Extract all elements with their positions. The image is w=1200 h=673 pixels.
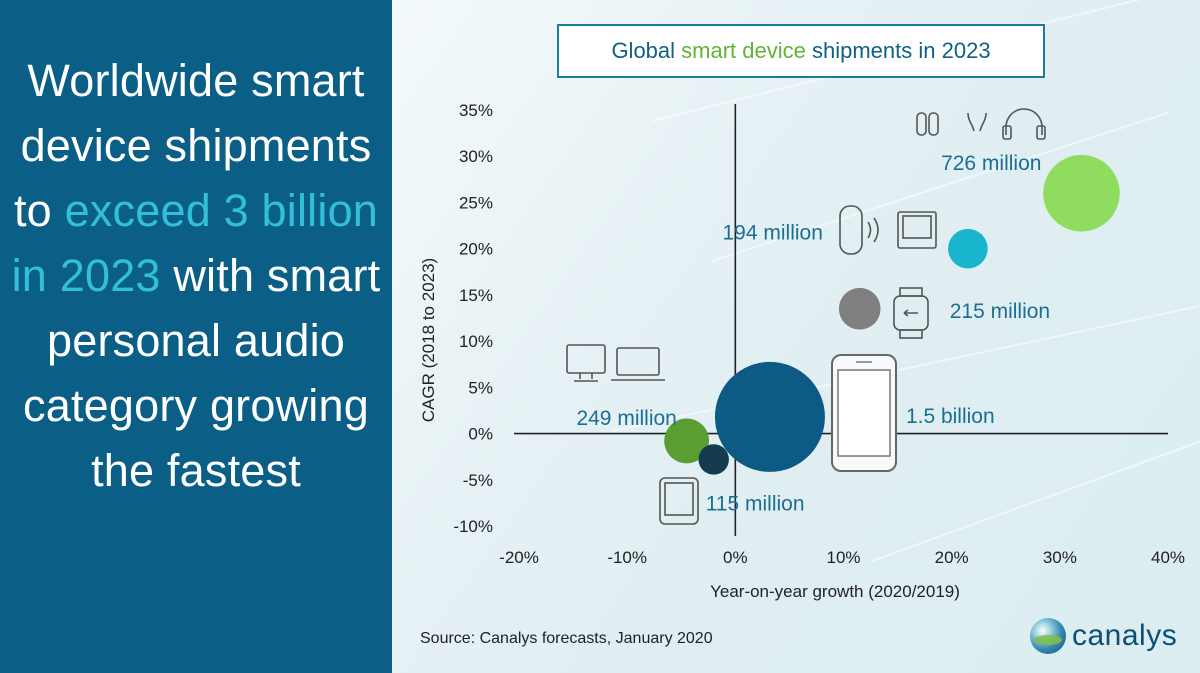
data-label: 115 million — [706, 492, 805, 515]
chart-title: Global smart device shipments in 2023 — [557, 24, 1045, 78]
y-tick-label: 20% — [459, 240, 493, 259]
chart-panel — [392, 0, 1200, 673]
watch-arrow — [903, 309, 918, 317]
data-label: 249 million — [576, 407, 676, 430]
data-label: 194 million — [723, 222, 823, 245]
earbud-right — [928, 112, 939, 136]
laptop-icon — [611, 347, 665, 381]
earphones-icon — [967, 112, 987, 132]
x-tick-label: 40% — [1151, 548, 1185, 567]
smartwatch-icon — [893, 287, 929, 339]
desktop-icon — [566, 344, 606, 382]
bubble-smart-speaker — [948, 228, 988, 269]
tablet-screen — [664, 482, 694, 516]
bubbles — [664, 154, 1120, 475]
y-tick-label: 25% — [459, 193, 493, 212]
earbuds-icon — [916, 112, 939, 136]
y-tick-label: 5% — [468, 378, 493, 397]
laptop-screen — [616, 347, 660, 376]
data-label: 726 million — [941, 152, 1041, 175]
bubble-pc — [664, 418, 710, 464]
y-tick-label: 0% — [468, 425, 493, 444]
globe-icon — [1030, 618, 1066, 654]
monitor-stand — [574, 373, 598, 382]
ear-cup-left — [1002, 125, 1012, 140]
watch-strap-bottom — [899, 329, 923, 339]
speaker-body — [839, 205, 863, 255]
phone-screen — [837, 369, 891, 457]
data-label: 215 million — [950, 300, 1050, 323]
title-part2: shipments in 2023 — [812, 38, 991, 63]
data-labels: 726 million 194 million 215 million 1.5 bil… — [576, 152, 1050, 515]
y-tick-label: 35% — [459, 101, 493, 120]
headline-highlight: exceed 3 billion in 2023 — [11, 185, 379, 301]
data-label: 1.5 billion — [906, 405, 995, 428]
tablet-icon — [659, 477, 699, 525]
left-panel: Worldwide smart device shipments to exce… — [0, 0, 392, 673]
bubble-personal-audio — [1043, 154, 1120, 232]
y-tick-label: 30% — [459, 147, 493, 166]
watch-strap-top — [899, 287, 923, 297]
title-highlight: smart device — [681, 38, 806, 63]
x-tick-label: -20% — [499, 548, 539, 567]
headline-part2: with smart personal audio category growi… — [23, 250, 381, 496]
logo-text: canalys — [1072, 619, 1178, 652]
bubble-tablet — [698, 444, 729, 475]
y-axis-title: CAGR (2018 to 2023) — [419, 258, 438, 422]
x-axis-title: Year-on-year growth (2020/2019) — [710, 582, 960, 601]
x-tick-label: 20% — [935, 548, 969, 567]
y-tick-label: 10% — [459, 332, 493, 351]
bubble-smartphone — [714, 361, 825, 472]
y-tick-label: -5% — [463, 471, 493, 490]
display-screen — [902, 215, 932, 239]
sound-waves — [867, 217, 879, 243]
bubble-wearable — [838, 287, 881, 330]
smartphone-icon — [831, 354, 897, 472]
x-tick-label: 30% — [1043, 548, 1077, 567]
headline: Worldwide smart device shipments to exce… — [0, 48, 392, 503]
smart-speaker-icon — [839, 205, 879, 255]
headline-part1: Worldwide smart device shipments to — [13, 55, 372, 236]
device-icons — [566, 108, 1046, 525]
x-tick-label: -10% — [607, 548, 647, 567]
ear-cup-right — [1036, 125, 1046, 140]
monitor — [566, 344, 606, 374]
title-part1: Global — [611, 38, 676, 63]
smart-display-icon — [897, 211, 937, 249]
x-tick-label: 10% — [826, 548, 860, 567]
y-tick-label: 15% — [459, 286, 493, 305]
x-tick-label: 0% — [723, 548, 748, 567]
headband — [1005, 108, 1043, 135]
earbud-left — [916, 112, 927, 136]
source-note: Source: Canalys forecasts, January 2020 — [420, 630, 713, 647]
tablet-body — [659, 477, 699, 525]
canalys-logo: canalys — [1030, 618, 1177, 654]
earphone-wires — [967, 112, 987, 132]
display-frame — [897, 211, 937, 249]
headphones-icon — [1002, 108, 1046, 140]
y-tick-label: -10% — [453, 517, 493, 536]
